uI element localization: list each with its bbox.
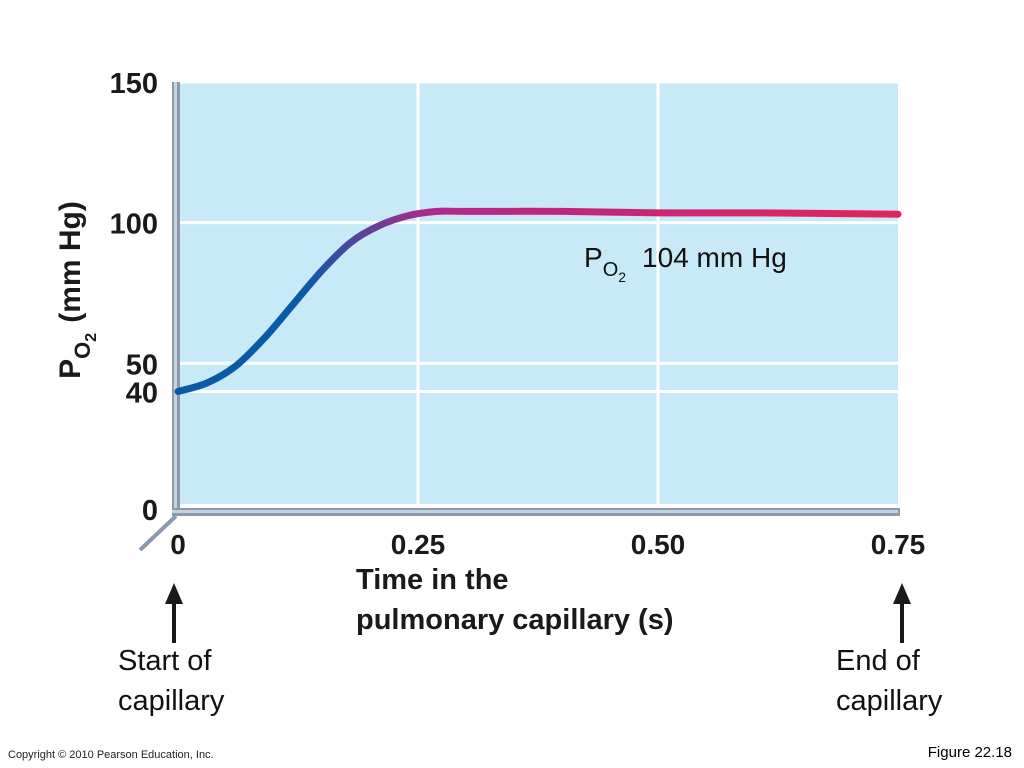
svg-text:End of capillary: End of capillary (836, 645, 943, 717)
y-label-main: P (54, 359, 87, 379)
figure-label: Figure 22.18 (927, 744, 1012, 761)
x-axis-label: Time in the pulmonary capillary (s) (356, 564, 674, 636)
x-tick-labels: 0 0.25 0.50 0.75 (170, 529, 925, 560)
y-axis-label: PO2 (mm Hg) (54, 201, 100, 379)
svg-text:PO2(mm Hg): PO2 (mm Hg) (54, 201, 100, 379)
x-tick-label: 0.25 (391, 529, 446, 560)
y-label-unit: (mm Hg) (54, 201, 87, 323)
annotation-subsub: 2 (618, 269, 626, 285)
annotation-main: P (584, 242, 603, 273)
end-label-line-1: End of (836, 645, 921, 677)
plot-background (178, 82, 898, 504)
axes (138, 82, 900, 552)
axis-origin-tick (138, 514, 178, 552)
y-tick-label: 50 (126, 349, 158, 381)
po2-annotation: PO2 104 mm Hg (584, 242, 787, 285)
y-tick-label: 150 (110, 68, 158, 100)
grid-lines (178, 80, 898, 504)
x-label-line-1: Time in the (356, 564, 509, 596)
annotation-sub: O (603, 259, 619, 281)
x-axis-highlight (172, 510, 898, 513)
y-axis-highlight (174, 82, 177, 512)
po2-series-line (174, 207, 902, 395)
x-label-line-2: pulmonary capillary (s) (356, 604, 674, 636)
annotation-text: 104 mm Hg (642, 242, 787, 273)
start-marker: Start of capillary (118, 583, 225, 717)
svg-text:Start of capillary: Start of capillary (118, 645, 225, 717)
y-label-sub: O (70, 342, 95, 359)
y-tick-label: 40 (126, 377, 158, 409)
x-tick-label: 0.75 (871, 529, 926, 560)
copyright-text: Copyright © 2010 Pearson Education, Inc. (8, 749, 214, 761)
end-label-line-2: capillary (836, 685, 943, 717)
y-tick-label: 0 (142, 495, 158, 527)
y-tick-label: 100 (110, 209, 158, 241)
x-tick-label: 0.50 (631, 529, 686, 560)
arrow-up-icon (893, 583, 911, 604)
end-marker: End of capillary (836, 583, 943, 717)
x-tick-label: 0 (170, 529, 186, 560)
arrow-up-icon (165, 583, 183, 604)
y-label-subsub: 2 (83, 333, 100, 342)
start-label-line-2: capillary (118, 685, 225, 717)
start-label-line-1: Start of (118, 645, 212, 677)
